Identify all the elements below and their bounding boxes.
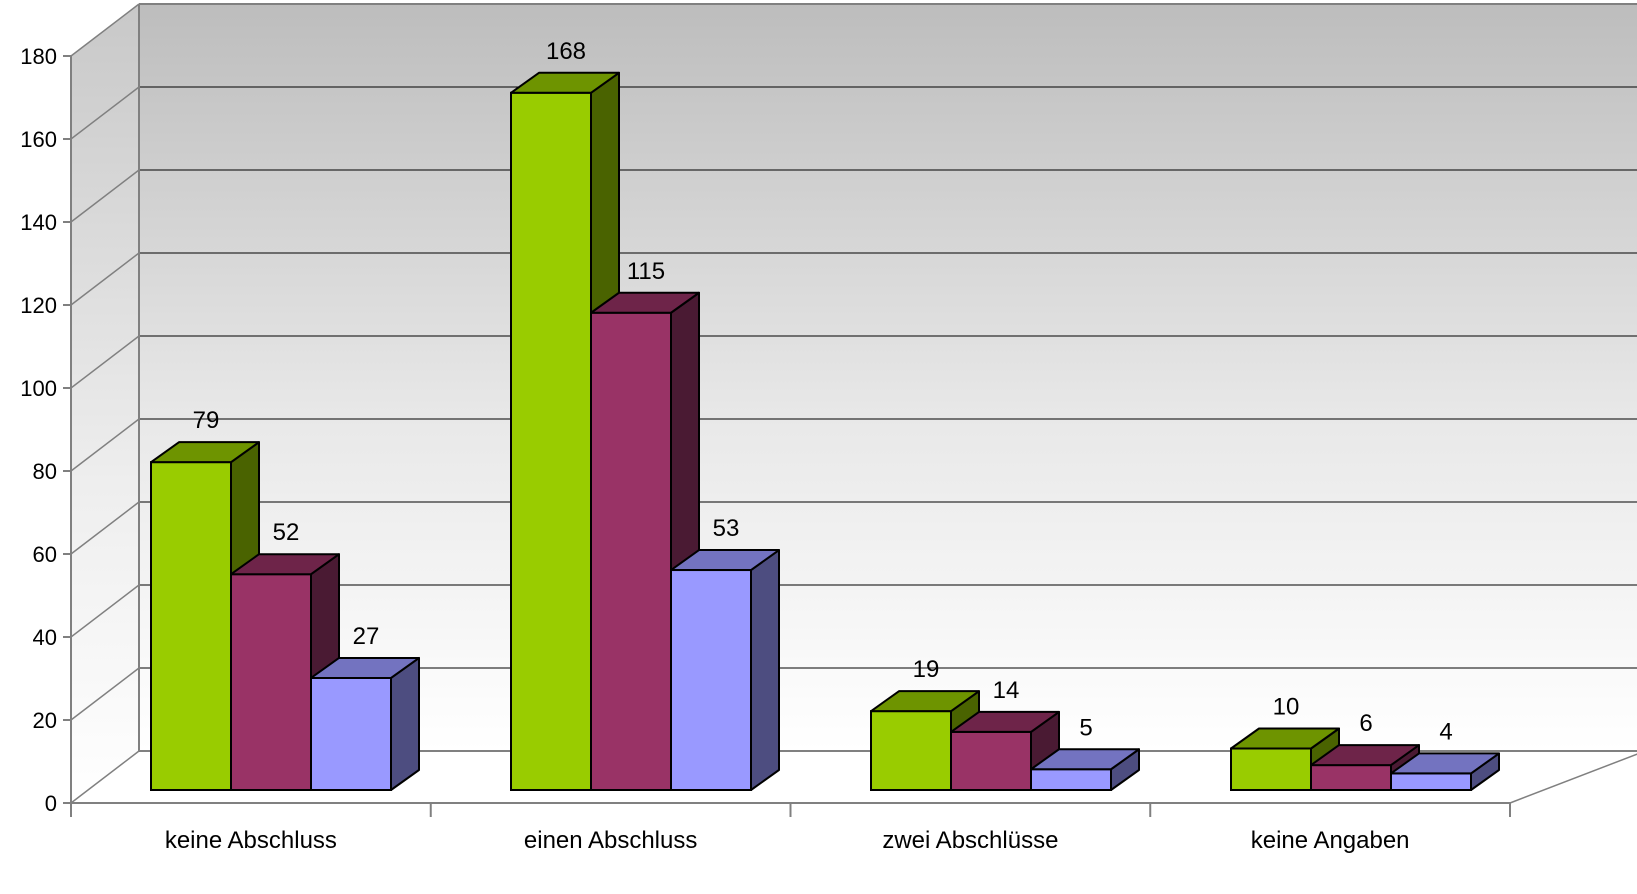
data-label: 53 xyxy=(713,515,740,542)
bar-front xyxy=(870,710,952,792)
bar-front xyxy=(1230,747,1312,791)
y-tick-label: 180 xyxy=(20,44,57,69)
bar-top xyxy=(230,553,340,576)
bar-front xyxy=(1030,768,1112,791)
data-label: 19 xyxy=(913,656,940,683)
bar-front xyxy=(1390,772,1472,792)
gridline-side xyxy=(70,86,140,140)
gridline-side xyxy=(70,501,140,555)
bar-side xyxy=(390,656,420,791)
bar-top xyxy=(510,71,620,94)
gridline-side xyxy=(70,252,140,306)
gridline-side xyxy=(70,335,140,389)
bar xyxy=(310,656,420,792)
y-tick-label: 20 xyxy=(33,708,57,733)
data-label: 52 xyxy=(273,519,300,546)
y-tick-label: 0 xyxy=(45,791,57,816)
data-label: 79 xyxy=(193,407,220,434)
bar-front xyxy=(150,461,232,791)
data-label: 6 xyxy=(1359,710,1372,737)
bar xyxy=(670,549,780,791)
bar-top xyxy=(950,710,1060,733)
bar-side xyxy=(750,549,780,791)
bar-front xyxy=(950,730,1032,792)
gridline-side xyxy=(70,667,140,721)
bar xyxy=(1390,752,1500,792)
bar xyxy=(1030,748,1140,791)
bar-front xyxy=(230,573,312,792)
category-label: keine Abschluss xyxy=(165,827,337,854)
gridline-side xyxy=(70,3,140,57)
data-label: 27 xyxy=(353,623,380,650)
bar xyxy=(150,441,260,791)
data-label: 14 xyxy=(993,677,1020,704)
y-tick-label: 140 xyxy=(20,210,57,235)
gridline-side xyxy=(70,418,140,472)
bar-top xyxy=(870,690,980,713)
gridline-side xyxy=(70,750,140,804)
labels: 79 52 27 168 115 53 19 14 5 10 6 4 xyxy=(193,38,1453,746)
bar-top xyxy=(150,441,260,464)
bar-front xyxy=(510,91,592,792)
category-label: einen Abschluss xyxy=(524,827,697,854)
y-tick-label: 60 xyxy=(33,542,57,567)
data-label: 5 xyxy=(1079,714,1092,741)
bar-top xyxy=(590,291,700,314)
gridline-side xyxy=(70,584,140,638)
data-label: 115 xyxy=(627,258,665,285)
bar-front xyxy=(310,676,392,792)
bar-top xyxy=(1310,744,1420,767)
y-tick-label: 100 xyxy=(20,376,57,401)
axes: 0 20 40 60 80 100 120 140 160 180 keine Abschluss e… xyxy=(20,44,1511,854)
gridline-side xyxy=(70,169,140,223)
y-tick-label: 80 xyxy=(33,459,57,484)
y-tick-label: 120 xyxy=(20,293,57,318)
bar-front xyxy=(670,569,752,791)
bar-front xyxy=(590,311,672,791)
bar-front xyxy=(1310,764,1392,791)
bar-top xyxy=(1030,748,1140,771)
data-label: 10 xyxy=(1273,694,1300,721)
category-label: zwei Abschlüsse xyxy=(882,827,1058,854)
bar-top xyxy=(1230,727,1340,750)
bar-top xyxy=(670,549,780,572)
data-label: 168 xyxy=(546,38,586,65)
side-wall xyxy=(71,4,139,803)
y-tick-label: 40 xyxy=(33,625,57,650)
category-label: keine Angaben xyxy=(1251,827,1410,854)
bar-top xyxy=(1390,752,1500,775)
bar-top xyxy=(310,656,420,679)
y-tick-label: 160 xyxy=(20,127,57,152)
bar xyxy=(950,710,1060,792)
floor-edge-right xyxy=(1509,753,1637,804)
data-label: 4 xyxy=(1439,718,1452,745)
bars xyxy=(150,71,1500,792)
bar xyxy=(230,553,340,792)
